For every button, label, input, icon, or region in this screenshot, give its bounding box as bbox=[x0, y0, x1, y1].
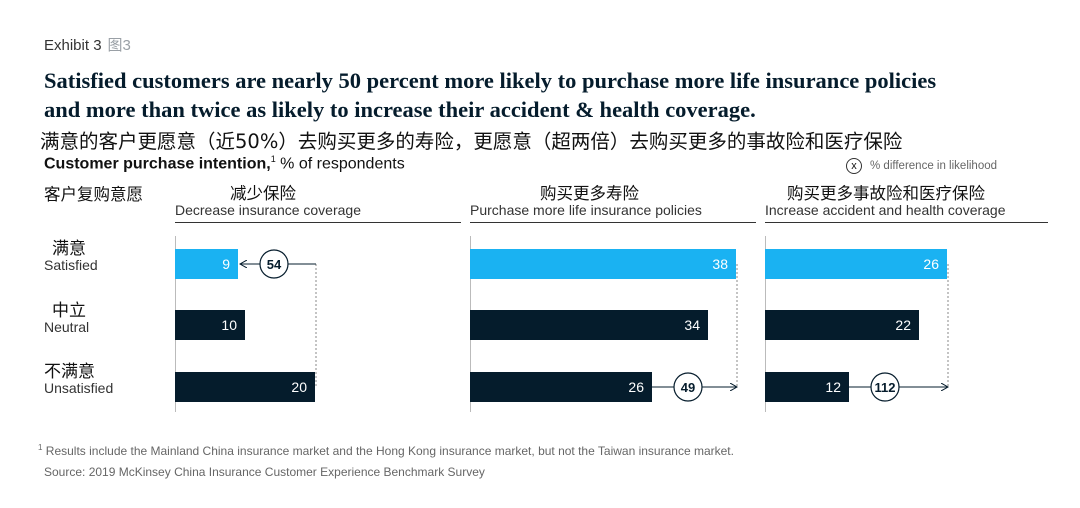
data-label-increase-accident-and-health-coverage-neutral: 22 bbox=[895, 317, 911, 333]
data-label-increase-accident-and-health-coverage-satisfied: 26 bbox=[923, 256, 939, 272]
data-label-purchase-more-life-insurance-policies-neutral: 34 bbox=[684, 317, 700, 333]
exhibit-label: Exhibit 3 图3 bbox=[44, 34, 131, 55]
column-divider-accident bbox=[765, 222, 1048, 223]
column-header-cn-decrease: 减少保险 bbox=[230, 184, 296, 203]
bar-purchase-more-life-insurance-policies-neutral bbox=[470, 310, 708, 340]
bar-decrease-insurance-coverage-unsatisfied bbox=[175, 372, 315, 402]
row-label-satisfied: Satisfied bbox=[44, 257, 98, 273]
row-label-cn-neutral: 中立 bbox=[52, 301, 86, 321]
subtitle-unit: % of respondents bbox=[275, 155, 405, 173]
footnote: 1 Results include the Mainland China ins… bbox=[38, 443, 734, 458]
bar-increase-accident-and-health-coverage-unsatisfied bbox=[765, 372, 849, 402]
data-label-decrease-insurance-coverage-satisfied: 9 bbox=[222, 256, 230, 272]
data-label-purchase-more-life-insurance-policies-unsatisfied: 26 bbox=[628, 379, 644, 395]
chart-title-line-2: and more than twice as likely to increas… bbox=[44, 97, 756, 122]
legend-circle-icon: x bbox=[846, 158, 862, 174]
annotation-circle-decrease-insurance-coverage bbox=[259, 249, 289, 279]
annotation-value-purchase-more-life-insurance-policies: 49 bbox=[681, 380, 695, 395]
legend-text: % difference in likelihood bbox=[870, 160, 998, 172]
column-header-accident: Increase accident and health coverage bbox=[765, 202, 1006, 218]
column-header-life: Purchase more life insurance policies bbox=[470, 202, 702, 218]
row-label-neutral: Neutral bbox=[44, 319, 90, 335]
column-header-decrease: Decrease insurance coverage bbox=[175, 202, 361, 218]
bar-increase-accident-and-health-coverage-satisfied bbox=[765, 249, 947, 279]
bar-purchase-more-life-insurance-policies-satisfied bbox=[470, 249, 736, 279]
chart-title-cn: 满意的客户更愿意（近50%）去购买更多的寿险，更愿意（超两倍）去购买更多的事故险… bbox=[40, 130, 903, 153]
group-label-cn: 客户复购意愿 bbox=[44, 185, 143, 204]
annotation-value-decrease-insurance-coverage: 54 bbox=[267, 257, 282, 272]
column-header-cn-life: 购买更多寿险 bbox=[540, 184, 639, 203]
footnote-text: Results include the Mainland China insur… bbox=[42, 444, 734, 458]
annotation-circle-purchase-more-life-insurance-policies bbox=[673, 372, 703, 402]
row-label-unsatisfied: Unsatisfied bbox=[44, 380, 114, 396]
row-label-cn-unsatisfied: 不满意 bbox=[44, 362, 95, 382]
data-label-purchase-more-life-insurance-policies-satisfied: 38 bbox=[712, 256, 728, 272]
bar-decrease-insurance-coverage-satisfied bbox=[175, 249, 238, 279]
chart-subtitle: Customer purchase intention,1 % of respo… bbox=[44, 154, 405, 173]
bar-decrease-insurance-coverage-neutral bbox=[175, 310, 245, 340]
subtitle-bold: Customer purchase intention, bbox=[44, 155, 271, 173]
chart-title: Satisfied customers are nearly 50 percen… bbox=[44, 66, 936, 124]
data-label-decrease-insurance-coverage-neutral: 10 bbox=[221, 317, 237, 333]
bar-purchase-more-life-insurance-policies-unsatisfied bbox=[470, 372, 652, 402]
annotation-circle-increase-accident-and-health-coverage bbox=[870, 372, 900, 402]
data-label-increase-accident-and-health-coverage-unsatisfied: 12 bbox=[825, 379, 841, 395]
annotation-value-increase-accident-and-health-coverage: 112 bbox=[875, 380, 896, 395]
column-divider-decrease bbox=[175, 222, 461, 223]
column-header-cn-accident: 购买更多事故险和医疗保险 bbox=[787, 184, 985, 203]
subtitle-footnote-mark: 1 bbox=[270, 154, 276, 164]
exhibit-label-cn: 图3 bbox=[107, 37, 131, 54]
column-divider-life bbox=[470, 222, 756, 223]
row-label-cn-satisfied: 满意 bbox=[52, 239, 86, 259]
bar-increase-accident-and-health-coverage-neutral bbox=[765, 310, 919, 340]
source-note: Source: 2019 McKinsey China Insurance Cu… bbox=[44, 465, 485, 479]
data-label-decrease-insurance-coverage-unsatisfied: 20 bbox=[291, 379, 307, 395]
exhibit-label-en: Exhibit 3 bbox=[44, 37, 102, 54]
chart-title-line-1: Satisfied customers are nearly 50 percen… bbox=[44, 68, 937, 93]
legend: x % difference in likelihood bbox=[846, 158, 997, 174]
footnote-mark: 1 bbox=[38, 443, 43, 452]
